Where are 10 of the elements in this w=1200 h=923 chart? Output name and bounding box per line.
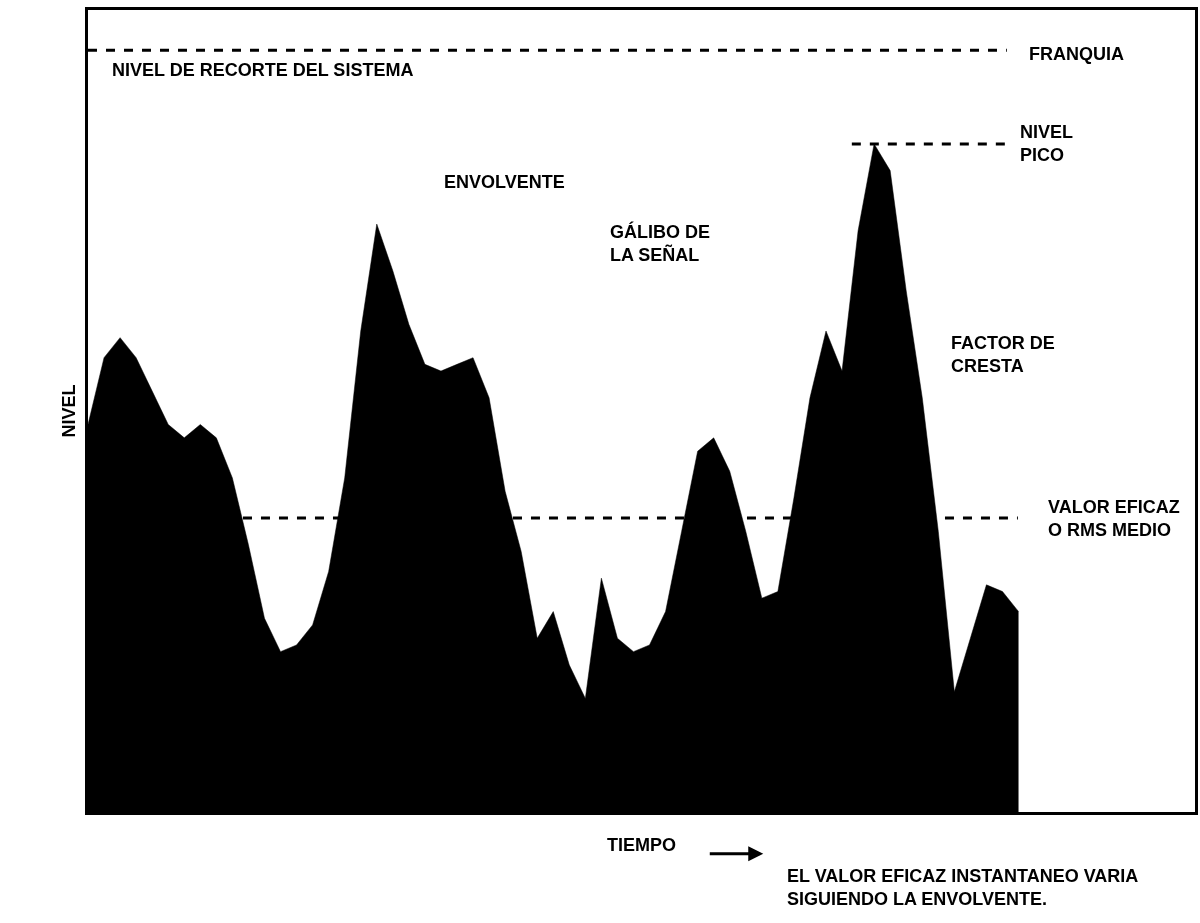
ref-line-label: VALOR EFICAZ O RMS MEDIO: [1048, 497, 1180, 541]
annotation: GÁLIBO DE LA SEÑAL: [610, 221, 711, 266]
x-axis-title: TIEMPO: [606, 835, 677, 856]
text: EL VALOR EFICAZ INSTANTANEO VARIA SIGUIENDO LA ENVOLVENTE.: [787, 866, 1139, 910]
ref-line-label: NIVEL PICO: [1020, 122, 1074, 166]
annotation: ENVOLVENTE: [444, 172, 565, 192]
y-axis-title: NIVEL: [59, 384, 80, 438]
annotation: FACTOR DE CRESTA: [951, 333, 1055, 377]
ref-line-label: NIVEL DE RECORTE DEL SISTEMA: [112, 60, 414, 80]
text: FRANQUIA: [1029, 44, 1124, 64]
